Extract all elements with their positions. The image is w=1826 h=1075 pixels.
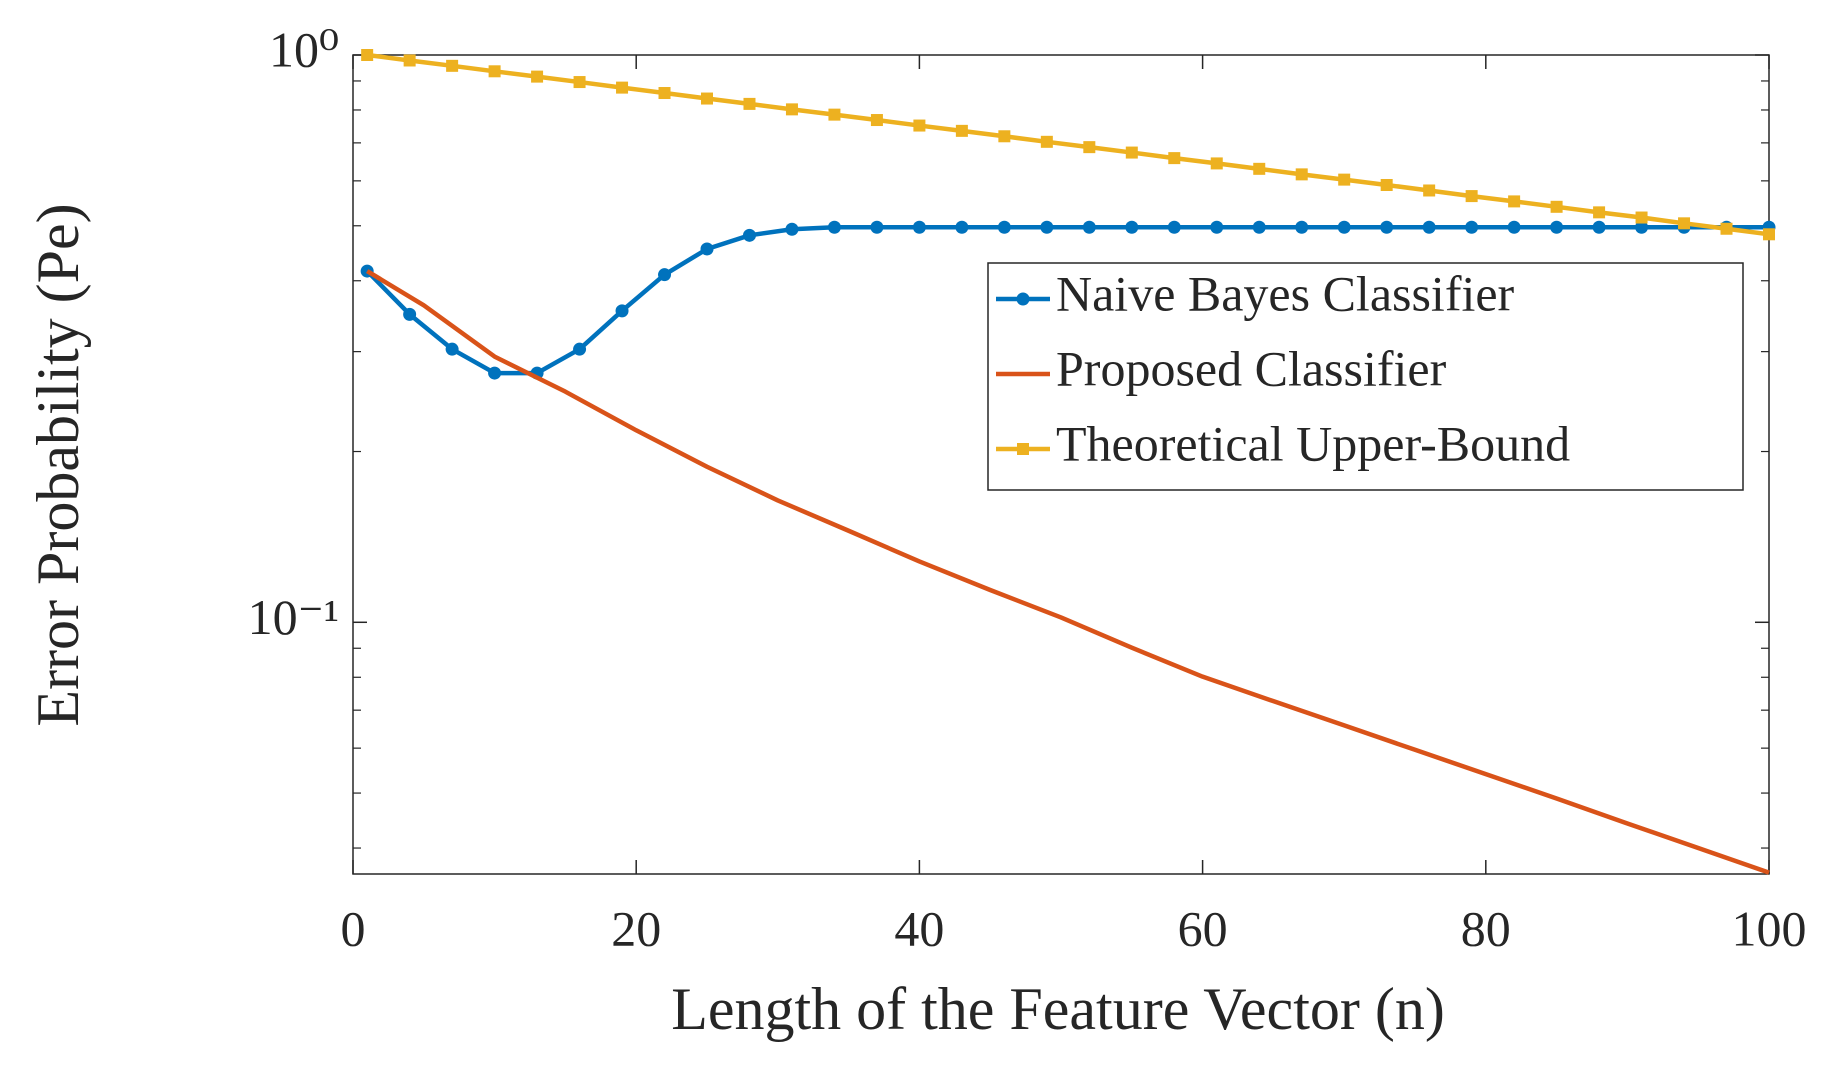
legend-label: Proposed Classifier [1056,340,1447,396]
marker [1593,206,1606,219]
marker [1720,222,1733,235]
x-tick-label: 80 [1461,900,1511,956]
marker [827,220,841,234]
marker [913,119,926,132]
marker [1678,217,1691,230]
marker [1465,220,1479,234]
marker [1253,162,1266,175]
marker [955,124,968,137]
marker [785,103,798,116]
series-line [366,52,1770,237]
marker [1550,220,1564,234]
marker [658,87,671,100]
x-tick-label: 60 [1178,900,1228,956]
marker [403,54,416,67]
marker [361,49,374,61]
marker [573,76,586,89]
x-tick-label: 40 [894,900,944,956]
marker [1592,220,1606,234]
marker [1507,220,1521,234]
marker [1040,220,1054,234]
series-line [365,225,1769,376]
marker [531,70,544,83]
marker [1422,220,1436,234]
marker [1083,141,1096,154]
series [365,269,1770,875]
marker [742,228,756,242]
marker [998,130,1011,143]
marker [403,307,417,321]
legend-marker [1016,292,1030,306]
marker [658,268,672,282]
marker [1465,190,1478,203]
marker [997,220,1011,234]
marker [1423,184,1436,197]
x-tick-label: 20 [611,900,661,956]
marker [1337,220,1351,234]
y-tick-label: 10⁰ [269,21,339,77]
series-line [365,269,1770,875]
x-tick-label: 0 [341,900,366,956]
marker [1295,168,1308,181]
marker [1635,211,1648,224]
marker [1040,135,1053,148]
marker [1210,157,1223,170]
marker [1167,220,1181,234]
marker [870,114,883,127]
marker [1635,220,1649,234]
marker [1125,146,1138,159]
marker [701,92,713,105]
marker [1338,173,1351,186]
marker [1252,220,1266,234]
marker [616,81,629,94]
marker [912,220,926,234]
marker [1550,200,1563,213]
marker [1508,195,1521,208]
marker [488,366,502,380]
marker [1295,220,1309,234]
marker [1210,220,1224,234]
marker [615,304,629,318]
marker [573,342,587,356]
marker [700,242,714,256]
legend-label: Naive Bayes Classifier [1056,265,1515,321]
x-axis-label: Length of the Feature Vector (n) [671,976,1445,1042]
marker [743,97,756,110]
marker [870,220,884,234]
marker [446,59,459,72]
marker [1125,220,1139,234]
x-tick-label: 100 [1732,900,1807,956]
marker [955,220,969,234]
y-tick-label: 10⁻¹ [248,589,339,645]
marker [1380,178,1393,191]
legend-box [987,262,1744,491]
marker [1380,220,1394,234]
marker [828,108,841,121]
marker [785,222,799,236]
legend-label: Theoretical Upper-Bound [1056,415,1570,471]
marker [488,65,501,78]
marker [1168,152,1181,165]
marker [445,342,459,356]
marker [1082,220,1096,234]
y-axis-label: Error Probability (Pe) [25,203,91,726]
marker [1763,228,1775,241]
legend-marker [1017,443,1029,455]
series [361,49,1775,241]
